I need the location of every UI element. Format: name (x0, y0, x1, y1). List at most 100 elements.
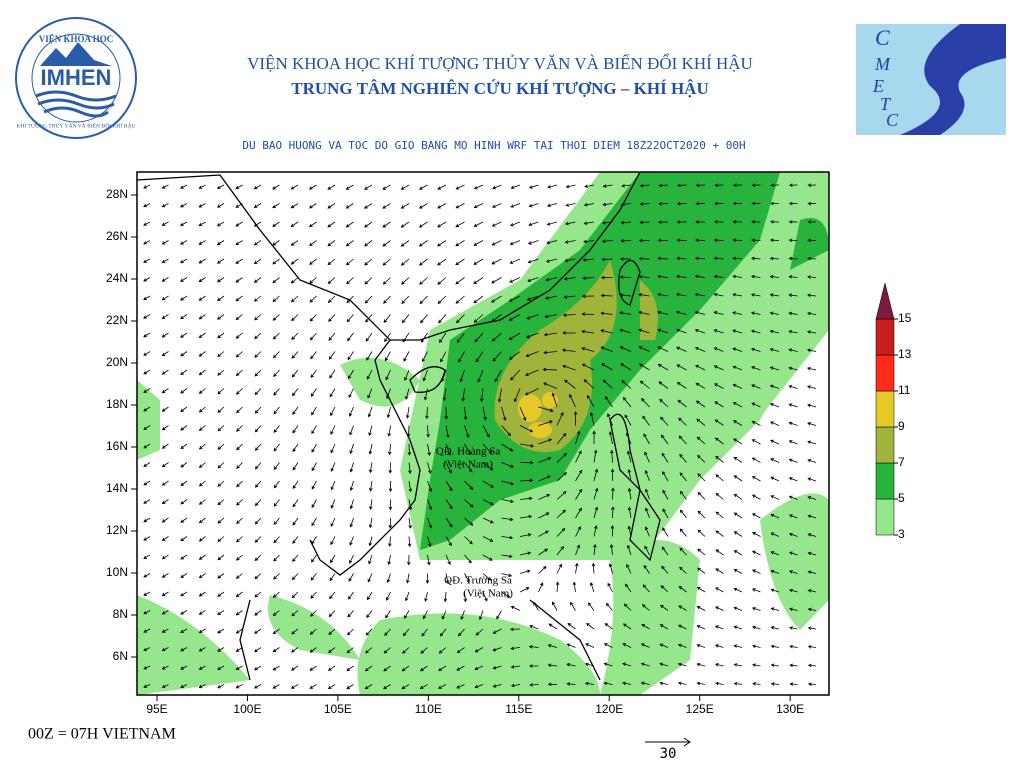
wind-arrow (291, 351, 299, 359)
wind-arrow (253, 221, 262, 227)
wind-arrow (591, 562, 596, 574)
wind-arrow (581, 363, 595, 371)
wind-arrow (445, 536, 452, 547)
wind-arrow (445, 573, 450, 584)
wind-arrow (807, 238, 817, 243)
wind-arrow (198, 295, 206, 301)
wind-arrow (751, 256, 761, 261)
colorbar-band (875, 426, 895, 464)
wind-arrow (349, 425, 354, 436)
wind-arrow (198, 573, 206, 579)
wind-arrow (497, 388, 502, 403)
wind-arrow (769, 275, 780, 279)
wind-arrow (660, 416, 669, 426)
wind-arrow (587, 394, 595, 408)
wind-arrow (348, 406, 354, 417)
wind-arrow (713, 292, 724, 297)
wind-arrow (198, 184, 206, 189)
wind-arrow (788, 293, 798, 297)
logo-waves (35, 90, 117, 118)
wind-arrow (418, 203, 428, 209)
wind-arrow (676, 274, 687, 279)
wind-arrow (733, 663, 743, 667)
wind-arrow (806, 311, 817, 316)
wind-arrow (479, 388, 484, 403)
wind-arrow (575, 469, 583, 482)
wind-arrow (364, 184, 373, 190)
wind-arrow (639, 183, 650, 188)
wind-arrow (290, 240, 299, 246)
wind-arrow (217, 499, 225, 506)
wind-arrow (161, 573, 169, 578)
wind-arrow (441, 369, 447, 382)
wind-arrow (346, 665, 354, 672)
wind-arrow (180, 684, 188, 689)
wind-arrow (216, 221, 225, 227)
wind-arrow (538, 475, 551, 482)
lat-tick-label: 12N (106, 523, 128, 537)
wind-arrow (407, 536, 412, 548)
wind-arrow (464, 480, 474, 490)
wind-arrow (437, 240, 447, 247)
wind-arrow (593, 487, 599, 500)
wind-arrow (254, 406, 262, 414)
wind-arrow (619, 346, 632, 352)
wind-arrow (482, 591, 488, 602)
wind-arrow (273, 536, 280, 544)
colorbar-band (875, 462, 895, 500)
wind-arrow (273, 369, 280, 378)
wind-arrow (556, 527, 566, 537)
wind-arrow (443, 591, 448, 603)
wind-arrow (235, 184, 243, 190)
wind-arrow (388, 480, 393, 493)
wind-arrow (180, 647, 188, 652)
wind-arrow (309, 628, 317, 635)
wind-arrow (180, 499, 188, 505)
wind-arrow (658, 183, 669, 188)
wind-arrow (330, 406, 336, 417)
wind-arrow (445, 425, 450, 439)
wind-arrow (254, 665, 262, 671)
wind-arrow (679, 509, 687, 519)
wind-arrow (348, 369, 354, 380)
wind-arrow (161, 610, 169, 615)
wind-arrow (273, 462, 280, 470)
wind-arrow (556, 563, 563, 574)
wind-arrow (732, 329, 743, 334)
wind-arrow (604, 395, 613, 408)
wind-arrow (254, 647, 262, 652)
wind-arrow (457, 628, 465, 637)
wind-arrow (474, 647, 484, 653)
wind-arrow (789, 663, 798, 668)
wind-arrow (751, 457, 761, 463)
wind-arrow (329, 591, 336, 600)
wind-arrow (309, 240, 317, 247)
wind-arrow (564, 240, 576, 244)
wind-arrow (308, 203, 317, 209)
wind-arrow (329, 388, 336, 398)
wind-arrow (180, 221, 188, 226)
wind-arrow (254, 388, 262, 396)
wind-arrow (382, 277, 391, 285)
wind-arrow (788, 201, 798, 206)
wind-arrow (807, 440, 817, 445)
lon-tick-label: 110E (415, 702, 442, 716)
wind-arrow (603, 643, 613, 648)
wind-arrow (543, 350, 558, 355)
wind-arrow (217, 462, 225, 469)
wind-arrow (311, 443, 317, 453)
wind-arrow (180, 536, 188, 542)
wind-arrow (273, 499, 280, 507)
wind-arrow (538, 406, 554, 413)
colorbar-label: 11 (898, 383, 911, 397)
wind-arrow (592, 430, 596, 445)
wind-arrow (253, 240, 262, 246)
lon-tick-label: 95E (146, 702, 167, 716)
wind-arrow (733, 493, 743, 500)
wind-arrow (528, 221, 539, 227)
wind-arrow (575, 544, 581, 556)
wind-arrow (788, 403, 798, 408)
wind-arrow (420, 647, 428, 654)
wind-arrow (622, 662, 632, 667)
